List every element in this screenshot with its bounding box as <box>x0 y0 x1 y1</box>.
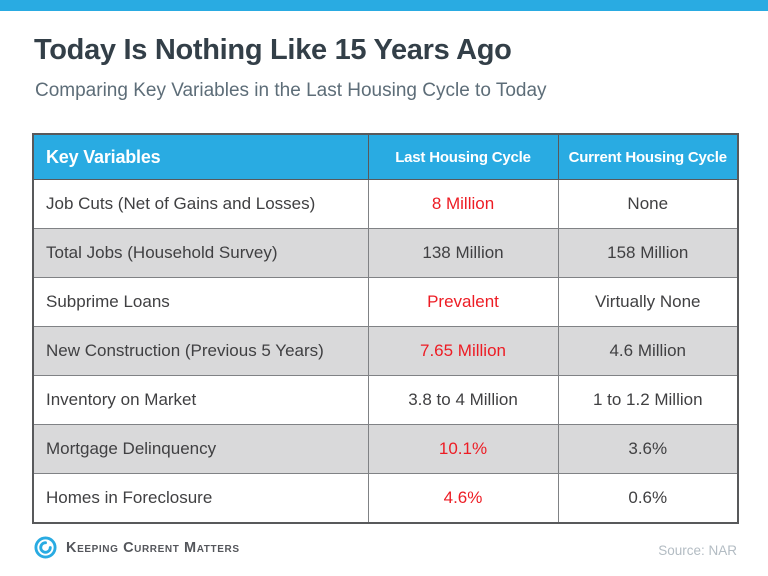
row-last-cycle-value: 8 Million <box>367 179 559 229</box>
kcm-swirl-icon <box>34 536 57 559</box>
table-row: Inventory on Market 3.8 to 4 Million 1 t… <box>32 375 739 425</box>
row-last-cycle-value: 10.1% <box>367 424 559 474</box>
column-header-last-cycle: Last Housing Cycle <box>367 133 559 180</box>
row-last-cycle-value: 3.8 to 4 Million <box>367 375 559 425</box>
table-row: Mortgage Delinquency 10.1% 3.6% <box>32 424 739 474</box>
row-variable: Homes in Foreclosure <box>32 473 369 524</box>
brand-name: Keeping Current Matters <box>66 539 240 556</box>
table-row: Job Cuts (Net of Gains and Losses) 8 Mil… <box>32 179 739 229</box>
source-note: Source: NAR <box>658 543 737 558</box>
row-variable: Mortgage Delinquency <box>32 424 369 474</box>
row-current-cycle-value: 4.6 Million <box>557 326 739 376</box>
row-current-cycle-value: 158 Million <box>557 228 739 278</box>
page-title: Today Is Nothing Like 15 Years Ago <box>34 34 512 66</box>
column-header-current-cycle: Current Housing Cycle <box>557 133 739 180</box>
table-body: Job Cuts (Net of Gains and Losses) 8 Mil… <box>32 179 739 524</box>
row-last-cycle-value: 138 Million <box>367 228 559 278</box>
table-row: Subprime Loans Prevalent Virtually None <box>32 277 739 327</box>
accent-top-bar <box>0 0 768 11</box>
row-last-cycle-value: Prevalent <box>367 277 559 327</box>
row-current-cycle-value: 3.6% <box>557 424 739 474</box>
brand-footer: Keeping Current Matters <box>34 536 240 559</box>
row-current-cycle-value: 0.6% <box>557 473 739 524</box>
row-last-cycle-value: 4.6% <box>367 473 559 524</box>
header-row: Key Variables Last Housing Cycle Current… <box>32 133 739 180</box>
row-variable: Total Jobs (Household Survey) <box>32 228 369 278</box>
row-variable: Inventory on Market <box>32 375 369 425</box>
row-current-cycle-value: None <box>557 179 739 229</box>
table-row: Homes in Foreclosure 4.6% 0.6% <box>32 473 739 524</box>
table-header: Key Variables Last Housing Cycle Current… <box>32 133 739 180</box>
table-row: New Construction (Previous 5 Years) 7.65… <box>32 326 739 376</box>
row-current-cycle-value: 1 to 1.2 Million <box>557 375 739 425</box>
column-header-key-variables: Key Variables <box>32 133 369 180</box>
row-variable: New Construction (Previous 5 Years) <box>32 326 369 376</box>
row-last-cycle-value: 7.65 Million <box>367 326 559 376</box>
comparison-table: Key Variables Last Housing Cycle Current… <box>32 133 739 524</box>
table-row: Total Jobs (Household Survey) 138 Millio… <box>32 228 739 278</box>
page-subtitle: Comparing Key Variables in the Last Hous… <box>35 80 547 101</box>
row-variable: Subprime Loans <box>32 277 369 327</box>
row-current-cycle-value: Virtually None <box>557 277 739 327</box>
row-variable: Job Cuts (Net of Gains and Losses) <box>32 179 369 229</box>
